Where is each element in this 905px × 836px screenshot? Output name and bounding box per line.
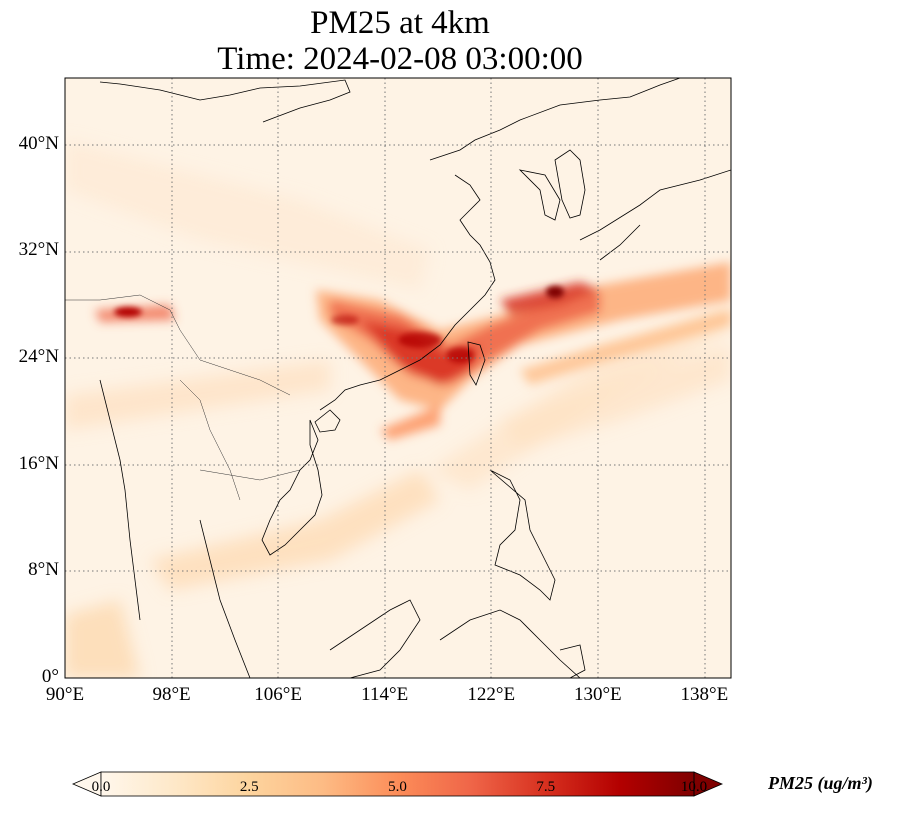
country-borders (65, 294, 301, 501)
x-tick-label: 138°E (680, 684, 729, 705)
pm25-background-plumes (65, 140, 731, 678)
x-tick-label: 90°E (45, 684, 85, 705)
gridlines (65, 78, 731, 678)
colorbar-tick-label: 5.0 (388, 779, 407, 795)
colorbar-gradient (101, 772, 694, 796)
colorbar-label: PM25 (ug/m³) (768, 773, 873, 793)
map-time-subtitle: Time: 2024-02-08 03:00:00 (217, 41, 583, 77)
pm25-field (65, 78, 731, 678)
x-tick-label: 98°E (152, 684, 191, 705)
x-tick-label: 114°E (361, 684, 409, 705)
colorbar (71, 771, 724, 797)
y-tick-label: 0° (41, 666, 59, 687)
map-frame (64, 77, 732, 679)
y-tick-label: 16°N (18, 452, 59, 474)
pm25-hotspots (114, 286, 564, 363)
y-tick-label: 40°N (18, 132, 59, 154)
colorbar-tick-label: 0.0 (91, 779, 111, 795)
x-tick-label: 122°E (467, 684, 516, 705)
y-tick-label: 8°N (28, 559, 59, 581)
colorbar-tick-label: 2.5 (239, 779, 259, 795)
x-tick-label: 106°E (254, 684, 302, 705)
pm25-main-plume (95, 262, 731, 440)
map-title: PM25 at 4km (310, 5, 490, 41)
y-tick-label: 24°N (18, 346, 59, 367)
colorbar-tick-label: 7.5 (536, 779, 556, 795)
colorbar-tick-label: 10.0 (680, 779, 708, 795)
x-tick-label: 130°E (573, 684, 622, 705)
y-tick-label: 32°N (18, 239, 59, 261)
